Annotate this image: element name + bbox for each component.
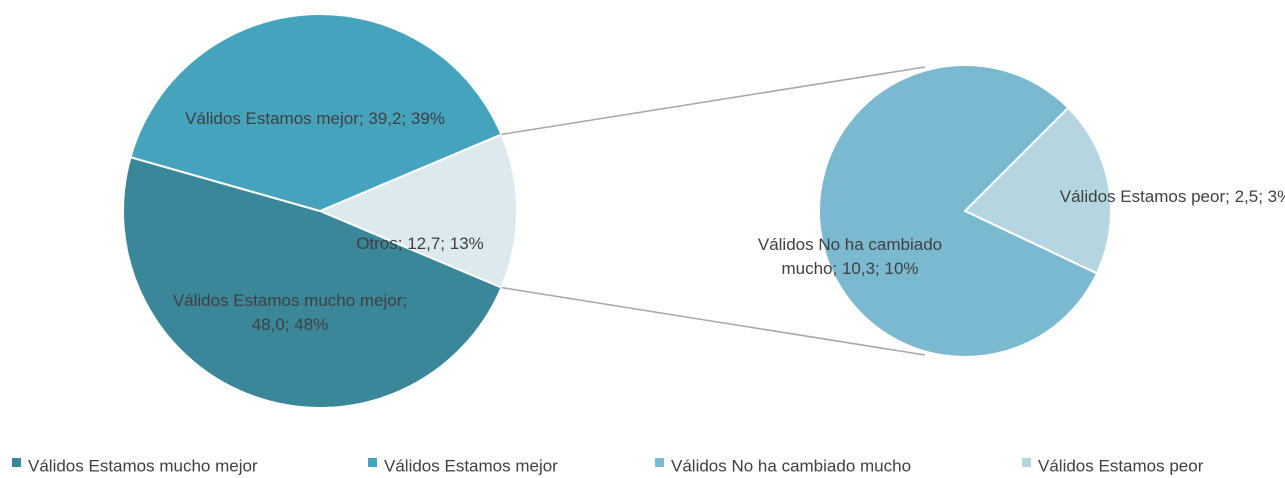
legend-label: Válidos Estamos mejor	[384, 456, 558, 475]
pie-slice	[818, 64, 1099, 358]
legend-label: Válidos Estamos peor	[1038, 456, 1204, 475]
legend-marker	[1022, 458, 1031, 467]
legend-marker	[12, 458, 21, 467]
connector-line	[501, 66, 926, 136]
pie-slice	[122, 155, 503, 409]
pie-slice	[317, 133, 518, 289]
data-label: Otros; 12,7; 13%	[356, 234, 484, 253]
data-label: Válidos Estamos mejor; 39,2; 39%	[185, 109, 445, 128]
legend-label: Válidos Estamos mucho mejor	[28, 456, 258, 475]
data-label: Válidos No ha cambiado mucho; 10,3; 10%	[758, 235, 942, 278]
legend-marker	[368, 458, 377, 467]
data-label: Válidos Estamos mucho mejor; 48,0; 48%	[173, 291, 407, 334]
connector-line	[501, 286, 926, 356]
pie-slice	[963, 106, 1112, 275]
legend-label: Válidos No ha cambiado mucho	[671, 456, 911, 475]
legend-marker	[655, 458, 664, 467]
data-label: Válidos Estamos peor; 2,5; 3%	[1060, 187, 1285, 206]
pie-slice	[129, 13, 503, 213]
